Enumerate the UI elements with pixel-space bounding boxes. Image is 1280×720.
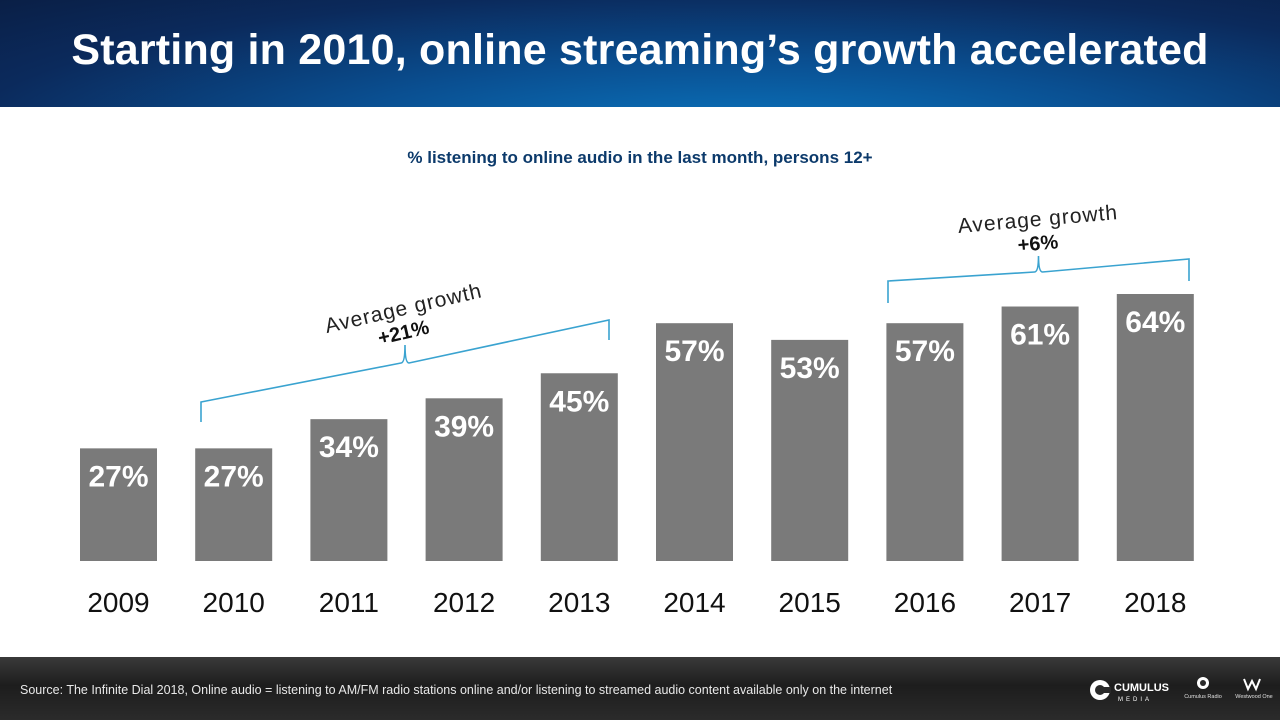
bar-2015 bbox=[771, 339, 849, 561]
growth-value-2: +6% bbox=[1017, 231, 1060, 256]
data-label-2018: 64% bbox=[1125, 306, 1185, 339]
bar-2014 bbox=[656, 323, 733, 561]
cumulus-media-logo: CUMULUS MEDIA bbox=[1090, 680, 1169, 703]
bar-2016 bbox=[886, 323, 964, 561]
x-tick-2013: 2013 bbox=[548, 587, 610, 618]
data-label-2011: 34% bbox=[319, 431, 379, 464]
media-logo-text: MEDIA bbox=[1118, 697, 1152, 703]
bar-2017 bbox=[1001, 306, 1079, 561]
x-tick-2012: 2012 bbox=[433, 587, 495, 618]
bar-2012 bbox=[425, 398, 503, 561]
bar-chart: 27% 2009 27% 2010 34% 2011 39% 2012 45% 2013 57% 20… bbox=[80, 201, 1194, 618]
bar-2010 bbox=[195, 448, 273, 561]
data-label-2014: 57% bbox=[664, 335, 724, 368]
growth-bracket-1 bbox=[200, 319, 610, 422]
cumulus-logo-text: CUMULUS bbox=[1114, 682, 1169, 694]
bar-2013 bbox=[540, 373, 618, 561]
x-tick-2016: 2016 bbox=[894, 587, 956, 618]
header-banner: Starting in 2010, online streaming’s gro… bbox=[0, 0, 1280, 107]
x-tick-2015: 2015 bbox=[779, 587, 841, 618]
x-tick-2010: 2010 bbox=[203, 587, 265, 618]
x-tick-2011: 2011 bbox=[319, 587, 379, 618]
footer: Source: The Infinite Dial 2018, Online a… bbox=[0, 657, 1280, 720]
data-label-2016: 57% bbox=[895, 335, 955, 368]
cumulus-radio-logo-text: Cumulus Radio bbox=[1184, 694, 1222, 700]
bar-2011 bbox=[310, 419, 388, 561]
westwood-one-logo: Westwood One bbox=[1235, 678, 1273, 700]
x-tick-2014: 2014 bbox=[663, 587, 725, 618]
data-label-2010: 27% bbox=[204, 460, 264, 493]
data-label-2015: 53% bbox=[780, 352, 840, 385]
chart-title: % listening to online audio in the last … bbox=[407, 148, 873, 167]
bar-2018 bbox=[1116, 294, 1194, 561]
data-label-2012: 39% bbox=[434, 410, 494, 443]
source-note: Source: The Infinite Dial 2018, Online a… bbox=[20, 683, 893, 697]
data-label-2013: 45% bbox=[549, 385, 609, 418]
data-label-2009: 27% bbox=[88, 460, 148, 493]
x-tick-2017: 2017 bbox=[1009, 587, 1071, 618]
bar-2009 bbox=[80, 448, 157, 561]
westwood-one-logo-text: Westwood One bbox=[1235, 694, 1273, 700]
data-label-2017: 61% bbox=[1010, 319, 1070, 352]
page-title: Starting in 2010, online streaming’s gro… bbox=[71, 26, 1209, 74]
growth-bracket-2 bbox=[887, 255, 1190, 303]
x-tick-2009: 2009 bbox=[87, 587, 149, 618]
cumulus-radio-logo: Cumulus Radio bbox=[1184, 677, 1222, 700]
x-tick-2018: 2018 bbox=[1124, 587, 1186, 618]
